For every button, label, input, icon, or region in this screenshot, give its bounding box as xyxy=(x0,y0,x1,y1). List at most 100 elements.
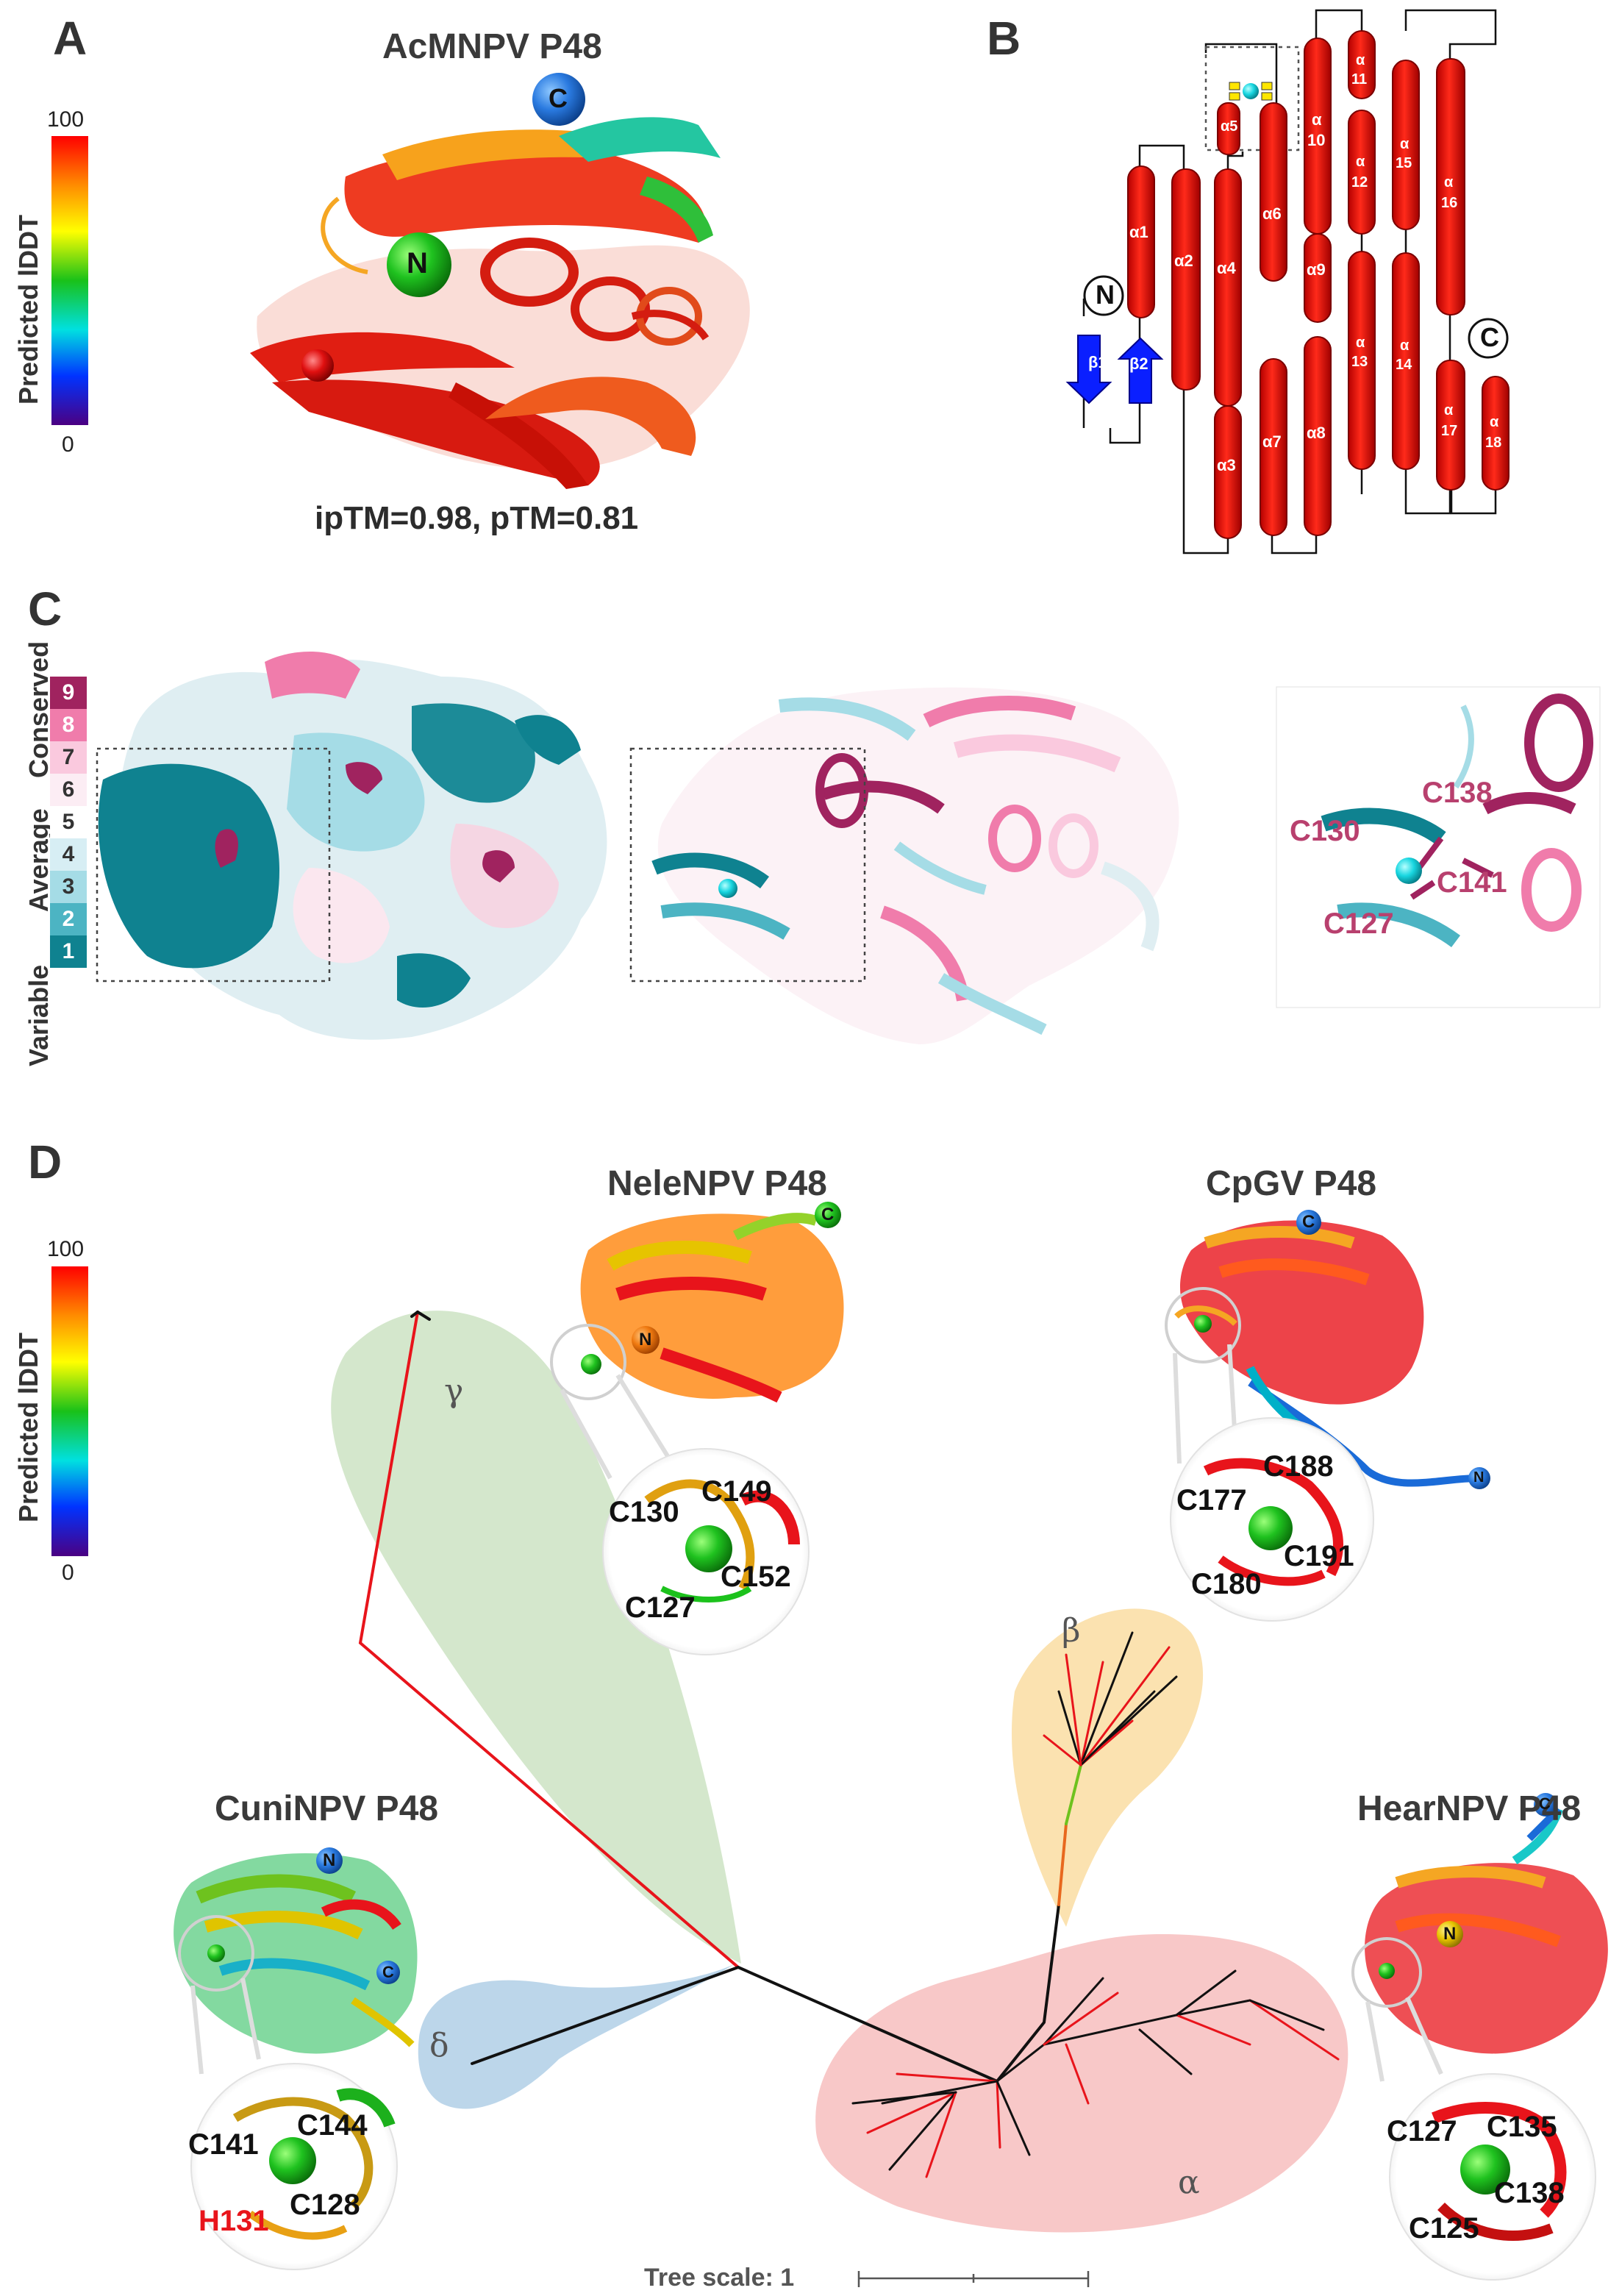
cpgv-residue-4: C180 xyxy=(1191,1568,1262,1600)
hearnpv-residue-1: C127 xyxy=(1387,2115,1457,2147)
cpgv-structure xyxy=(1174,1220,1479,1487)
helix-a14-label: 14 xyxy=(1396,357,1412,373)
helix-a14-alpha: α xyxy=(1400,338,1410,354)
conservation-grade-5: 5 xyxy=(50,806,87,838)
helix-a2-label: α2 xyxy=(1174,252,1193,270)
hearnpv-residue-4: C125 xyxy=(1409,2212,1479,2245)
cuninpv-residue-3: C128 xyxy=(290,2189,360,2221)
cpgv-title: CpGV P48 xyxy=(1206,1164,1377,1203)
nelenpv-title: NeleNPV P48 xyxy=(607,1164,827,1203)
helix-a1-label: α1 xyxy=(1129,223,1148,241)
conservation-grade-8: 8 xyxy=(50,709,87,741)
conservation-grade-3: 3 xyxy=(50,871,87,903)
red-ball-a xyxy=(301,349,334,382)
helix-a11-alpha: α xyxy=(1356,52,1365,68)
plddt-colorbar-d xyxy=(51,1266,88,1556)
nelenpv-zoom-circle xyxy=(550,1324,626,1400)
helix-a12-label: 12 xyxy=(1351,174,1368,190)
nelenpv-structure xyxy=(580,1213,844,1403)
clade-gamma-label: γ xyxy=(444,1372,464,1410)
cuninpv-title: CuniNPV P48 xyxy=(215,1789,439,1828)
conservation-grade-2: 2 xyxy=(50,903,87,935)
c-terminus-ball-a xyxy=(532,73,585,126)
acmnpv-metric: ipTM=0.98, pTM=0.81 xyxy=(315,500,639,536)
nelenpv-c-label: C xyxy=(821,1205,835,1224)
plddt-max-d: 100 xyxy=(47,1237,85,1261)
tree-scale-bar xyxy=(857,2271,1090,2287)
hearnpv-c-label: C xyxy=(1539,1794,1551,1813)
helix-a4-label: α4 xyxy=(1217,259,1236,277)
acmnpv-n-label: N xyxy=(407,247,428,279)
helix-a16-alpha: α xyxy=(1444,174,1454,190)
beta2-label: β2 xyxy=(1129,354,1148,373)
cpgv-residue-3: C191 xyxy=(1284,1540,1354,1572)
topology-n-label: N xyxy=(1096,279,1115,310)
hearnpv-residue-3: C138 xyxy=(1494,2177,1565,2209)
cuninpv-zoom-circle xyxy=(178,1915,254,1992)
phylogenetic-tree xyxy=(358,1311,1340,2178)
plddt-min-a: 0 xyxy=(62,432,74,457)
plddt-colorbar-a xyxy=(51,136,88,425)
panel-letter-c: C xyxy=(28,582,62,635)
zinc-site-inset-c xyxy=(1276,686,1601,1008)
cpgv-residue-1: C188 xyxy=(1263,1450,1334,1483)
cpgv-residue-2: C177 xyxy=(1176,1484,1247,1516)
helix-a15-label: 15 xyxy=(1396,155,1412,171)
cuninpv-residue-4: H131 xyxy=(199,2205,269,2237)
cartoon-structure-c xyxy=(651,687,1179,1044)
clade-alpha-label: α xyxy=(1178,2164,1200,2201)
helix-a5-label: α5 xyxy=(1221,118,1238,135)
conservation-grade-1: 1 xyxy=(50,935,87,968)
helix-a17-alpha: α xyxy=(1444,402,1454,418)
plddt-label-d: Predicted lDDT xyxy=(13,1332,43,1522)
variable-label: Variable xyxy=(24,964,54,1066)
helix-a16-label: 16 xyxy=(1441,195,1458,211)
helix-a7-label: α7 xyxy=(1262,432,1282,451)
helix-a10-label: 10 xyxy=(1307,131,1326,149)
residue-c130: C130 xyxy=(1290,815,1360,847)
helix-a9-label: α9 xyxy=(1307,260,1326,279)
n-terminus-ball-a xyxy=(387,232,451,297)
surface-structure xyxy=(98,652,607,1040)
cuninpv-c-ball xyxy=(376,1961,400,1984)
clade-beta-region xyxy=(1012,1608,1204,1927)
cuninpv-n-label: N xyxy=(323,1850,336,1870)
helix-a17-label: 17 xyxy=(1441,423,1458,439)
hearnpv-zoom-circle xyxy=(1351,1937,1422,2008)
helix-a6-label: α6 xyxy=(1262,204,1282,223)
cuninpv-c-label: C xyxy=(382,1963,394,1981)
clade-delta-label: δ xyxy=(429,2027,449,2064)
nelenpv-residue-2: C149 xyxy=(701,1475,772,1508)
hearnpv-n-label: N xyxy=(1443,1924,1457,1944)
nelenpv-residue-3: C152 xyxy=(721,1561,791,1593)
tree-scale-label: Tree scale: 1 xyxy=(644,2264,795,2292)
nelenpv-c-ball xyxy=(815,1202,841,1228)
clade-gamma-region xyxy=(331,1311,742,1964)
helix-a15-alpha: α xyxy=(1400,136,1410,152)
residue-c141: C141 xyxy=(1437,866,1507,899)
zinc-ball-c xyxy=(718,879,737,898)
cpgv-n-label: N xyxy=(1473,1469,1485,1486)
hearnpv-residue-2: C135 xyxy=(1487,2111,1557,2143)
plddt-max-a: 100 xyxy=(47,107,85,132)
conservation-grade-4: 4 xyxy=(50,838,87,871)
helix-a18-alpha: α xyxy=(1490,414,1499,430)
helix-a11-label: 11 xyxy=(1351,71,1368,88)
nelenpv-n-ball xyxy=(632,1326,660,1354)
beta1-label: β1 xyxy=(1088,353,1107,371)
acmnpv-structure xyxy=(250,117,750,489)
conservation-grade-9: 9 xyxy=(50,677,87,709)
residue-c138: C138 xyxy=(1422,777,1493,809)
nelenpv-n-label: N xyxy=(639,1330,652,1350)
helix-a10-alpha: α xyxy=(1312,110,1322,129)
cuninpv-structure xyxy=(174,1853,418,2054)
panel-letter-d: D xyxy=(28,1135,62,1188)
cpgv-c-ball xyxy=(1296,1210,1321,1235)
plddt-label-a: Predicted lDDT xyxy=(13,214,43,404)
helix-a3-label: α3 xyxy=(1217,456,1236,474)
helix-a13-label: 13 xyxy=(1351,354,1368,370)
clade-beta-label: β xyxy=(1062,1612,1081,1650)
conservation-grade-7: 7 xyxy=(50,741,87,774)
